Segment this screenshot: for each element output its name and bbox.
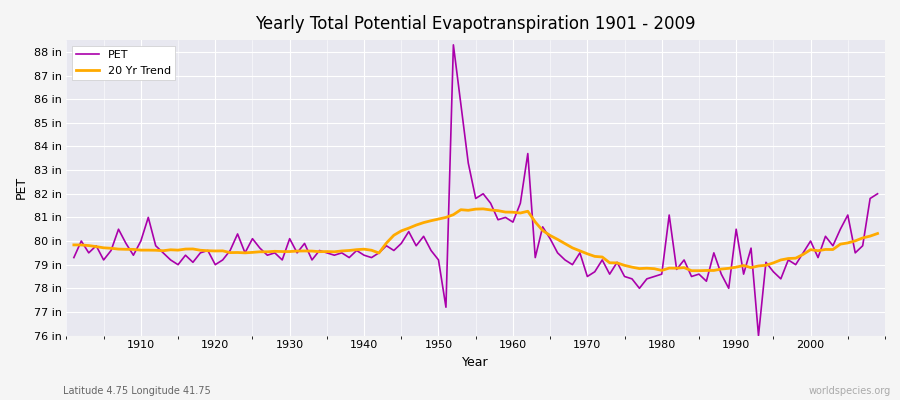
20 Yr Trend [337, 248, 347, 253]
20 Yr Trend [478, 206, 489, 211]
Y-axis label: PET: PET [15, 176, 28, 200]
20 Yr Trend [515, 211, 526, 216]
Text: Latitude 4.75 Longitude 41.75: Latitude 4.75 Longitude 41.75 [63, 386, 211, 396]
20 Yr Trend [508, 210, 518, 214]
PET [68, 255, 79, 260]
PET [128, 253, 139, 258]
20 Yr Trend [604, 260, 615, 265]
PET [292, 250, 302, 255]
PET [337, 250, 347, 255]
Text: worldspecies.org: worldspecies.org [809, 386, 891, 396]
Title: Yearly Total Potential Evapotranspiration 1901 - 2009: Yearly Total Potential Evapotranspiratio… [256, 15, 696, 33]
20 Yr Trend [68, 242, 79, 247]
Line: PET: PET [74, 45, 878, 336]
Legend: PET, 20 Yr Trend: PET, 20 Yr Trend [72, 46, 176, 80]
X-axis label: Year: Year [463, 356, 489, 369]
Line: 20 Yr Trend: 20 Yr Trend [74, 209, 878, 271]
20 Yr Trend [292, 249, 302, 254]
20 Yr Trend [872, 231, 883, 236]
PET [604, 272, 615, 276]
PET [515, 201, 526, 206]
PET [448, 42, 459, 47]
20 Yr Trend [128, 247, 139, 252]
PET [753, 333, 764, 338]
PET [508, 220, 518, 224]
20 Yr Trend [686, 268, 697, 273]
PET [872, 191, 883, 196]
